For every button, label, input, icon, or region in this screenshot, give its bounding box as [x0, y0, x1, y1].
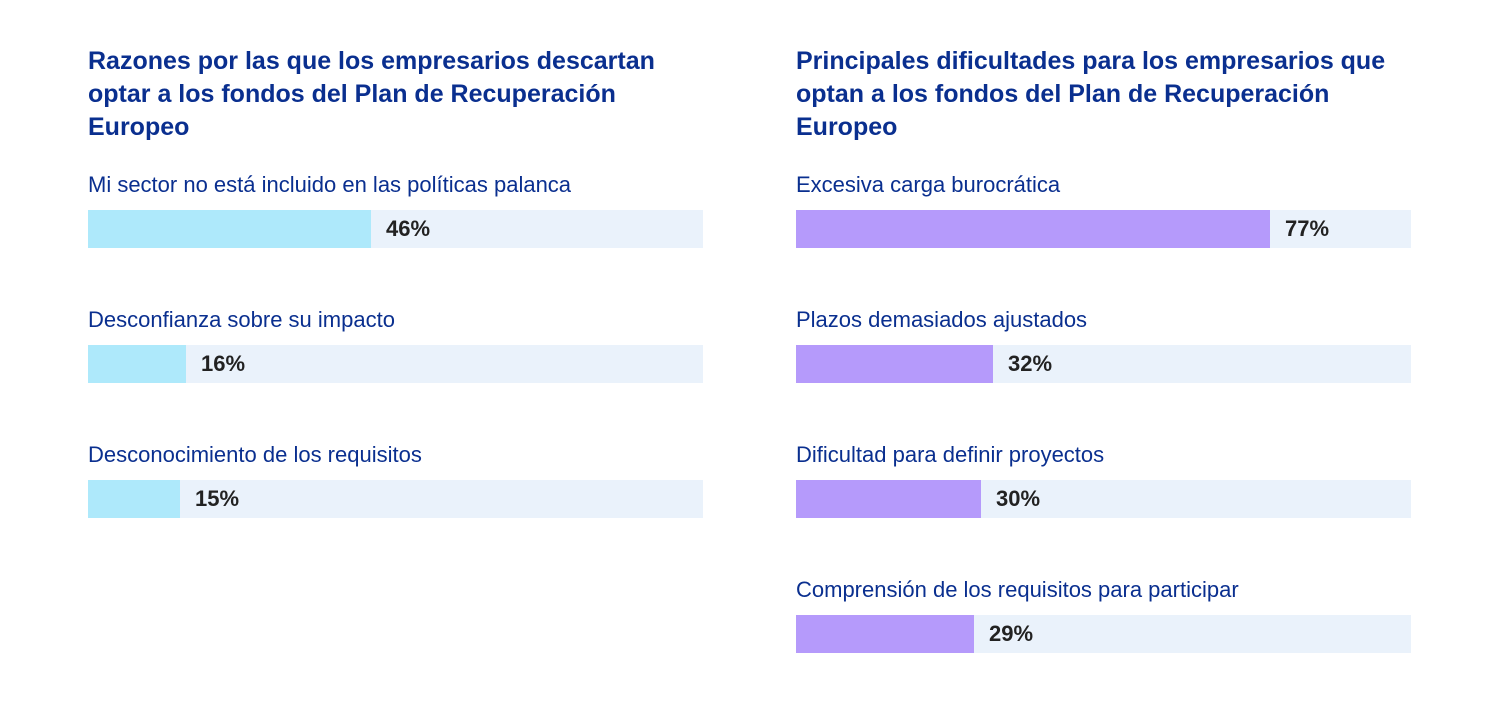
bar — [796, 480, 981, 518]
bar-category-label: Comprensión de los requisitos para parti… — [796, 577, 1239, 602]
bar-row: Excesiva carga burocrática 77% — [796, 170, 1411, 260]
bar-value-label: 46% — [386, 216, 431, 241]
bar-value-label: 32% — [1008, 351, 1053, 376]
bar-row: Comprensión de los requisitos para parti… — [796, 575, 1411, 665]
bar-category-label: Plazos demasiados ajustados — [796, 307, 1088, 332]
bar-row: Mi sector no está incluido en las políti… — [88, 170, 703, 260]
bar — [796, 345, 993, 383]
bar — [796, 615, 974, 653]
chart-title: Razones por las que los empresarios desc… — [88, 47, 655, 141]
bar-category-label: Mi sector no está incluido en las políti… — [88, 172, 572, 197]
bar-track: 46% — [88, 210, 703, 248]
bar-row: Dificultad para definir proyectos 30% — [796, 440, 1411, 530]
bar-value-label: 16% — [201, 351, 246, 376]
bar-row: Plazos demasiados ajustados 32% — [796, 305, 1411, 395]
bar — [88, 480, 180, 518]
bar-category-label: Desconfianza sobre su impacto — [88, 307, 395, 332]
bar-track: 29% — [796, 615, 1411, 653]
bar-category-label: Excesiva carga burocrática — [796, 172, 1061, 197]
bar — [88, 210, 371, 248]
bar-track: 15% — [88, 480, 703, 518]
bar-track: 32% — [796, 345, 1411, 383]
bar — [88, 345, 186, 383]
bar — [796, 210, 1270, 248]
bar-category-label: Dificultad para definir proyectos — [796, 442, 1105, 467]
bar-category-label: Desconocimiento de los requisitos — [88, 442, 422, 467]
bar-track: 16% — [88, 345, 703, 383]
bar-value-label: 29% — [989, 621, 1034, 646]
bar-value-label: 30% — [996, 486, 1041, 511]
bar-row: Desconocimiento de los requisitos 15% — [88, 440, 703, 530]
bar-track: 77% — [796, 210, 1411, 248]
bar-value-label: 15% — [195, 486, 240, 511]
bar-row: Desconfianza sobre su impacto 16% — [88, 305, 703, 395]
bar-value-label: 77% — [1285, 216, 1330, 241]
bar-track: 30% — [796, 480, 1411, 518]
chart-title: Principales dificultades para los empres… — [796, 47, 1386, 141]
